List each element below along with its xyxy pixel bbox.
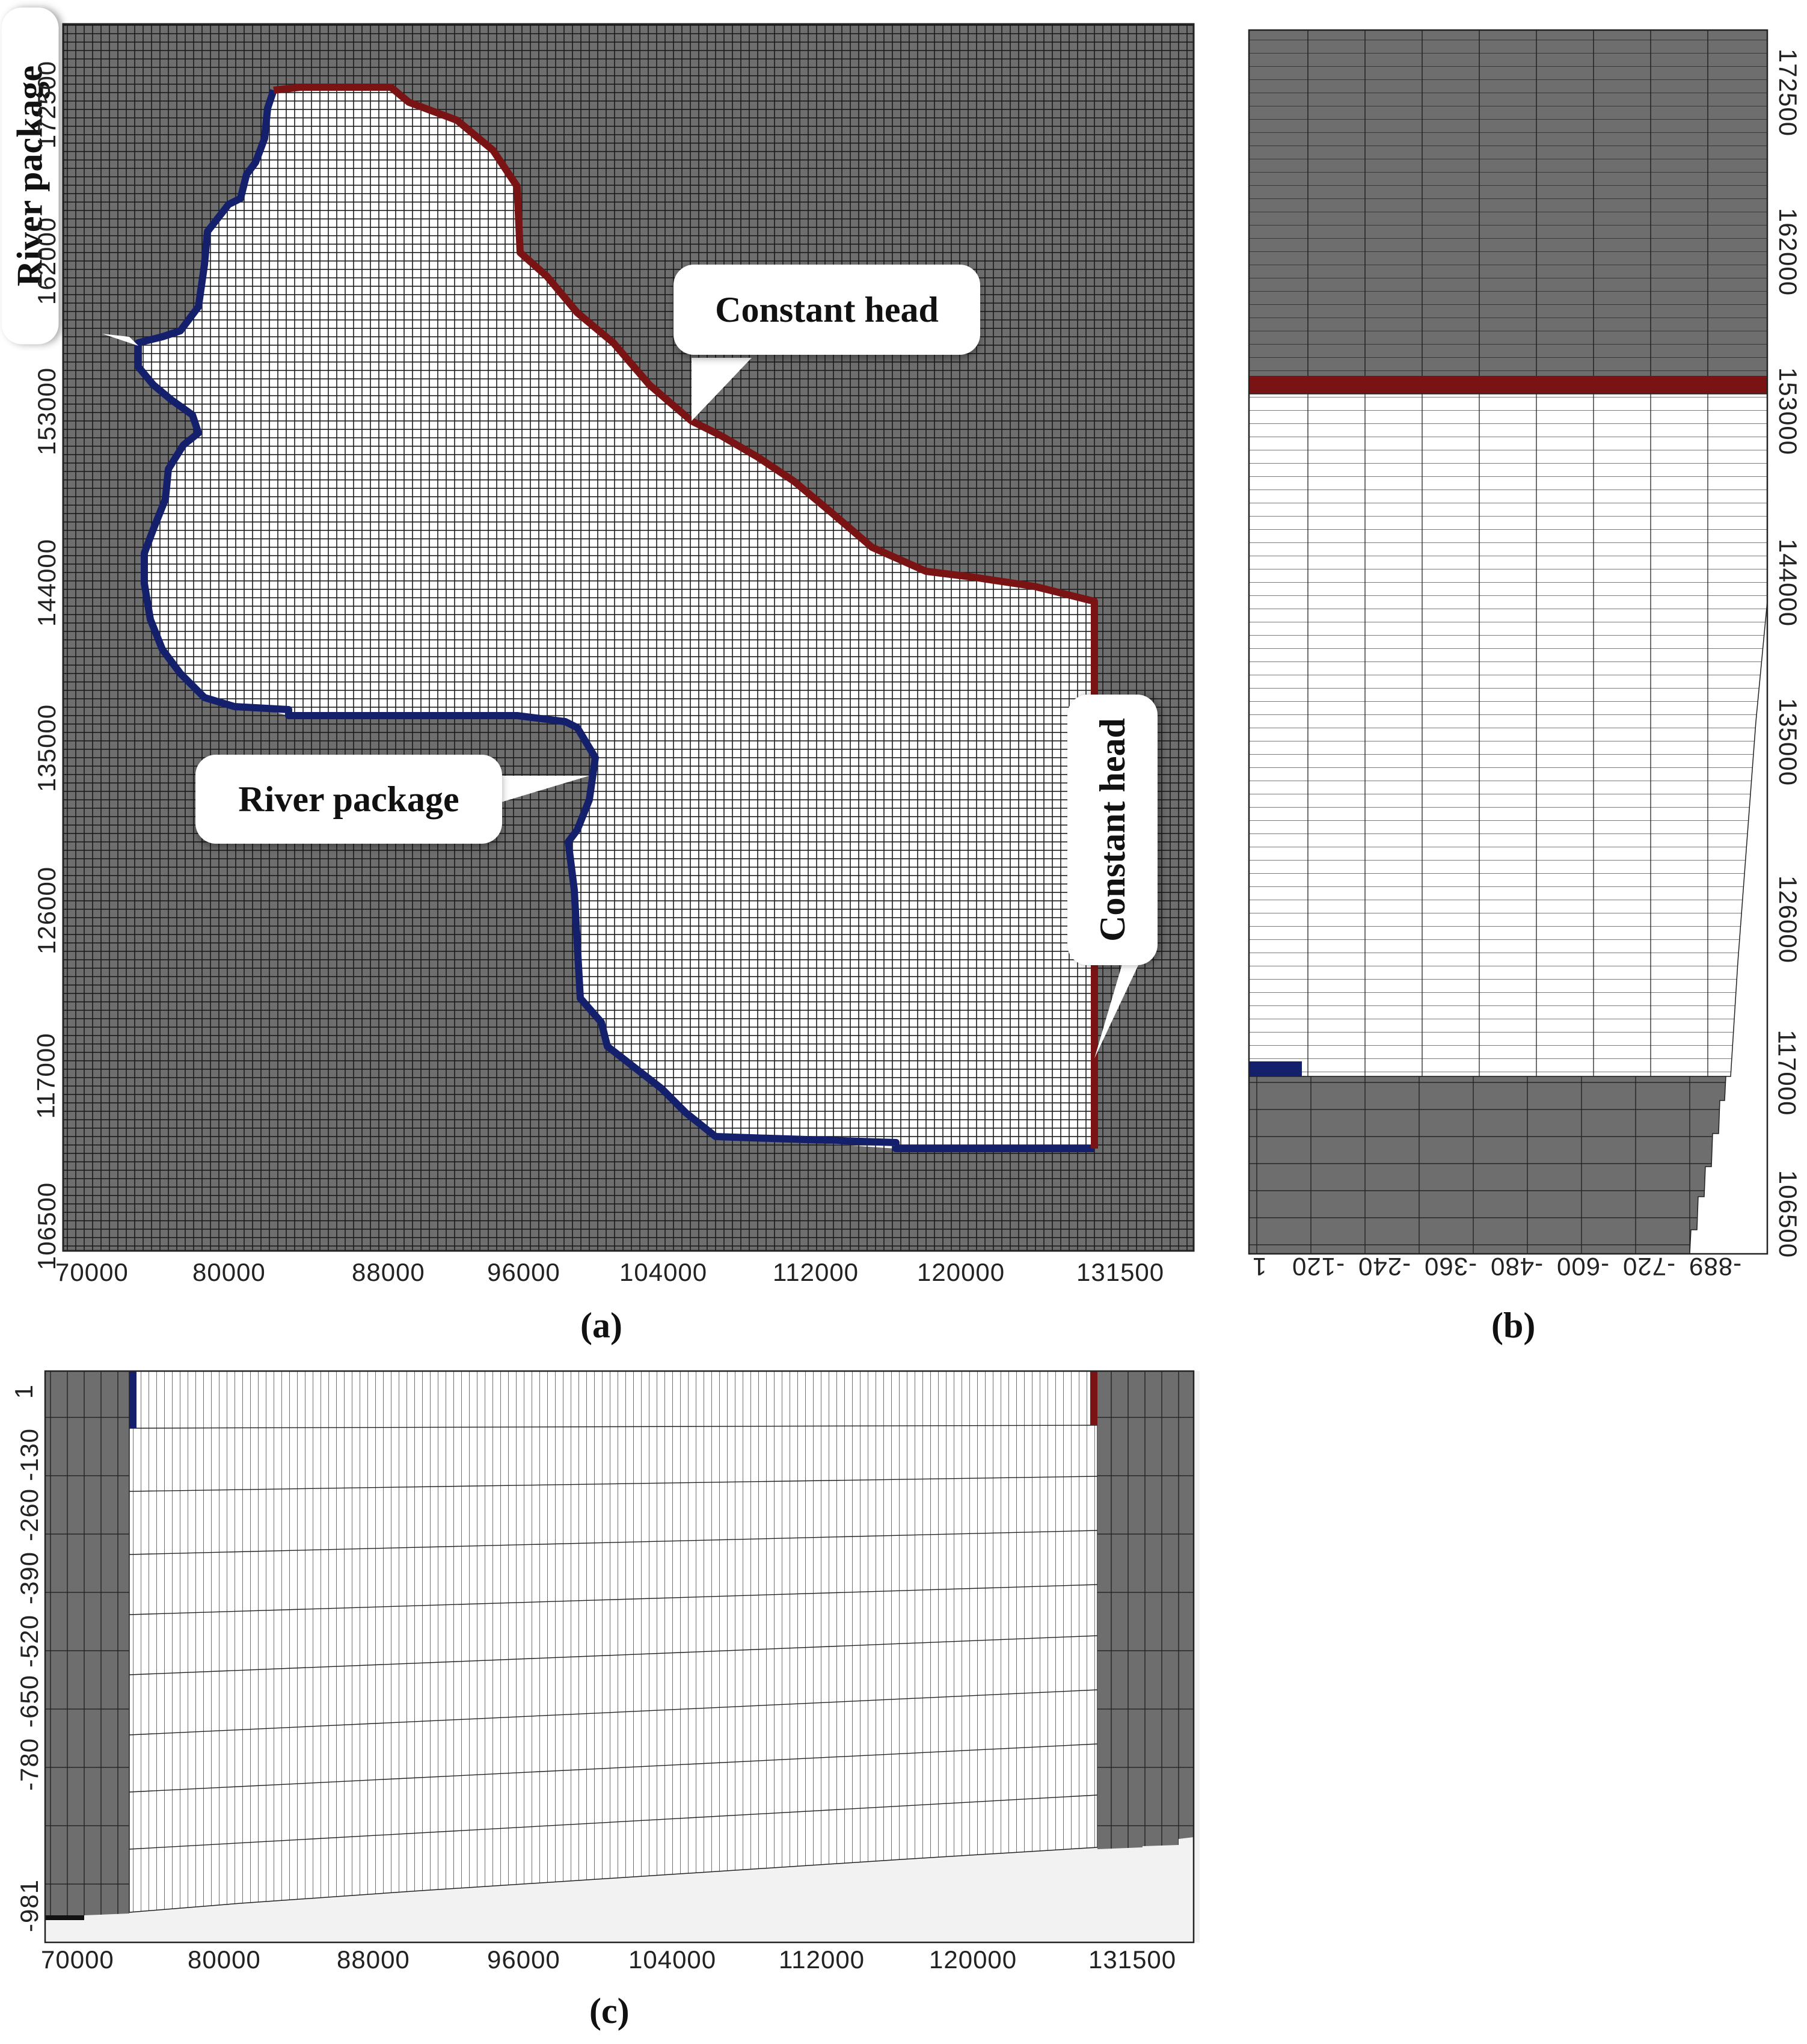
- panel-b-x-tick: -360: [1424, 1253, 1477, 1281]
- panel-c-x-tick: 80000: [188, 1945, 261, 1974]
- panel-c-constant-head-marker: [1090, 1371, 1097, 1425]
- panel-a-x-tick: 104000: [619, 1258, 708, 1286]
- panel-a-x-tick: 131500: [1076, 1258, 1165, 1286]
- panel-c-x-tick: 70000: [41, 1945, 114, 1974]
- panel-b-y-tick: 144000: [1774, 538, 1803, 627]
- panel-b-svg: [1248, 29, 1769, 1255]
- panel-a-y-tick: 106500: [32, 1182, 61, 1271]
- panel-b-x-tick: -120: [1292, 1253, 1345, 1281]
- panel-a-y-tick: 162000: [32, 216, 61, 305]
- panel-c-y-tick: -390: [15, 1551, 44, 1605]
- panel-b-x-tick: -600: [1556, 1253, 1610, 1281]
- panel-c-x-tick: 96000: [487, 1945, 560, 1974]
- panel-a-y-tick: 135000: [32, 704, 61, 793]
- callout-river-package-mid: River package: [195, 755, 502, 844]
- panel-b-x-tick: 1: [1252, 1253, 1267, 1281]
- panel-b-cross-section: 1 -120 -240 -360 -480 -600 -720 -889 172…: [1203, 0, 1807, 1359]
- panel-a-plan-view: River package Constant head River packag…: [0, 0, 1203, 1359]
- panel-c-svg: [44, 1370, 1200, 1944]
- panel-c-cross-section: 1 -130 -260 -390 -520 -650 -780 -981 700…: [0, 1359, 1206, 2044]
- panel-b-x-tick: -240: [1358, 1253, 1411, 1281]
- panel-a-y-tick: 153000: [32, 367, 61, 456]
- panel-a-grid-svg: [62, 23, 1195, 1252]
- panel-a-river-boundary: [135, 89, 1094, 1152]
- callout-label: River package: [238, 779, 459, 819]
- panel-b-y-tick: 135000: [1774, 698, 1803, 787]
- callout-label: Constant head: [1092, 718, 1132, 942]
- panel-c-y-tick: -260: [15, 1488, 44, 1542]
- panel-c-frame: [44, 1370, 1195, 1944]
- panel-a-grid-lines: [63, 24, 1194, 1251]
- panel-c-river-marker: [129, 1371, 137, 1428]
- panel-a-y-tick: 126000: [32, 866, 61, 955]
- callout-tail-constant-right: [1094, 956, 1143, 1058]
- panel-c-x-tick: 104000: [628, 1945, 717, 1974]
- panel-a-y-tick: 172500: [32, 60, 61, 149]
- panel-b-caption: (b): [1491, 1306, 1536, 1345]
- panel-a-y-tick: 144000: [32, 538, 61, 627]
- panel-b-x-tick: -889: [1689, 1253, 1742, 1281]
- panel-c-y-tick: 1: [10, 1384, 38, 1399]
- panel-c-y-tick: -130: [15, 1428, 44, 1482]
- panel-b-constant-head-band: [1249, 376, 1767, 394]
- panel-c-caption: (c): [589, 1991, 630, 2031]
- panel-c-x-tick: 131500: [1088, 1945, 1177, 1974]
- panel-a-x-tick: 88000: [352, 1258, 425, 1286]
- panel-b-y-tick: 117000: [1773, 1030, 1802, 1116]
- panel-b-river-marker: [1249, 1061, 1302, 1078]
- callout-constant-head-right: Constant head: [1067, 695, 1158, 965]
- panel-a-caption: (a): [580, 1306, 622, 1345]
- panel-b-y-tick: 172500: [1774, 48, 1803, 137]
- panel-a-x-tick: 96000: [487, 1258, 560, 1286]
- panel-c-y-tick: -520: [15, 1614, 44, 1668]
- panel-b-x-tick: -720: [1622, 1253, 1676, 1281]
- panel-b-y-tick: 162000: [1774, 207, 1803, 296]
- panel-b-x-tick: -480: [1490, 1253, 1544, 1281]
- panel-a-x-tick: 120000: [917, 1258, 1005, 1286]
- panel-a-frame: [62, 23, 1195, 1252]
- panel-b-y-tick: 126000: [1774, 875, 1803, 964]
- callout-tail-river-mid: [493, 776, 589, 803]
- panel-c-y-tick: -981: [15, 1879, 44, 1933]
- panel-c-y-tick: -650: [15, 1674, 44, 1728]
- panel-a-x-tick: 80000: [192, 1258, 266, 1286]
- panel-a-x-tick: 70000: [55, 1258, 129, 1286]
- panel-c-y-tick: -780: [15, 1737, 44, 1791]
- callout-constant-head-top: Constant head: [673, 265, 980, 355]
- panel-c-x-tick: 112000: [779, 1945, 865, 1974]
- callout-tail-river-top: [102, 334, 138, 346]
- panel-a-x-tick: 112000: [773, 1258, 859, 1286]
- panel-a-y-tick: 117000: [31, 1033, 60, 1119]
- panel-c-x-tick: 120000: [929, 1945, 1017, 1974]
- panel-b-y-tick: 153000: [1774, 367, 1803, 456]
- panel-a-constant-head-boundary: [273, 84, 1098, 1149]
- panel-b-y-tick: 106500: [1774, 1170, 1803, 1259]
- panel-c-x-tick: 88000: [337, 1945, 410, 1974]
- callout-tail-constant-top: [692, 358, 752, 421]
- callout-label: Constant head: [715, 289, 939, 330]
